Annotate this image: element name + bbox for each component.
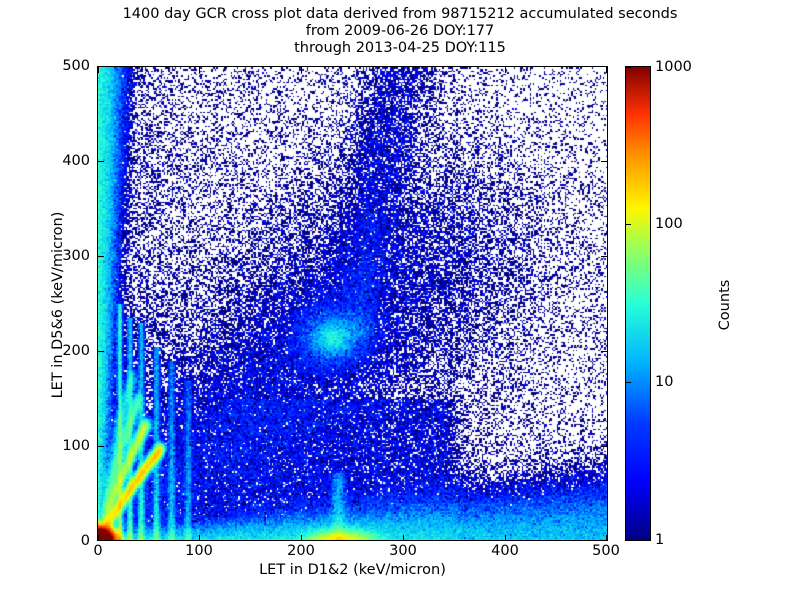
y-tick-right-200: [601, 351, 607, 352]
y-tick-right-400: [601, 161, 607, 162]
plot-area: [97, 66, 608, 541]
y-tick-right-500: [601, 66, 607, 67]
x-tick-400: [505, 535, 506, 541]
x-ticklabel-400: 400: [491, 543, 519, 559]
x-tick-100: [199, 535, 200, 541]
colorbar-tick-1000: [626, 67, 631, 68]
y-ticklabel-100: 100: [62, 438, 90, 454]
y-tick-500: [98, 66, 104, 67]
colorbar-title: Counts: [717, 279, 733, 331]
colorbar-ticklabel-10: 10: [655, 374, 674, 390]
x-ticklabel-0: 0: [93, 543, 103, 559]
colorbar: [625, 66, 651, 541]
title-line-1: 1400 day GCR cross plot data derived fro…: [122, 6, 678, 22]
y-ticklabel-400: 400: [62, 153, 90, 169]
y-tick-300: [98, 256, 104, 257]
x-tick-top-0: [98, 67, 99, 73]
x-tick-200: [301, 535, 302, 541]
y-tick-400: [98, 161, 104, 162]
colorbar-gradient: [626, 67, 650, 540]
x-tick-300: [403, 535, 404, 541]
x-ticklabel-100: 100: [185, 543, 213, 559]
y-tick-0: [98, 540, 104, 541]
x-tick-top-200: [301, 67, 302, 73]
colorbar-tick-10: [626, 382, 631, 383]
y-tick-100: [98, 446, 104, 447]
y-ticklabel-300: 300: [62, 248, 90, 264]
x-tick-500: [606, 535, 607, 541]
y-tick-200: [98, 351, 104, 352]
colorbar-tick-1: [626, 540, 631, 541]
colorbar-tick-100: [626, 224, 631, 225]
colorbar-ticklabel-100: 100: [655, 216, 683, 232]
title-line-3: through 2013-04-25 DOY:115: [294, 40, 506, 56]
density-scatter-canvas: [98, 67, 607, 540]
x-axis-title: LET in D1&2 (keV/micron): [259, 562, 446, 578]
x-tick-top-300: [403, 67, 404, 73]
y-ticklabel-0: 0: [80, 533, 90, 549]
y-tick-right-0: [601, 540, 607, 541]
x-tick-top-100: [199, 67, 200, 73]
x-tick-top-500: [606, 67, 607, 73]
y-tick-right-300: [601, 256, 607, 257]
y-ticklabel-200: 200: [62, 343, 90, 359]
x-ticklabel-500: 500: [592, 543, 620, 559]
x-ticklabel-200: 200: [287, 543, 315, 559]
title-line-2: from 2009-06-26 DOY:177: [305, 23, 495, 39]
figure-title: 1400 day GCR cross plot data derived fro…: [0, 6, 800, 57]
x-tick-0: [98, 535, 99, 541]
colorbar-ticklabel-1: 1: [655, 532, 665, 548]
x-tick-top-400: [505, 67, 506, 73]
y-axis-title: LET in D5&6 (keV/micron): [50, 211, 66, 399]
x-ticklabel-300: 300: [389, 543, 417, 559]
colorbar-ticklabel-1000: 1000: [655, 59, 692, 75]
y-ticklabel-500: 500: [62, 58, 90, 74]
y-tick-right-100: [601, 446, 607, 447]
